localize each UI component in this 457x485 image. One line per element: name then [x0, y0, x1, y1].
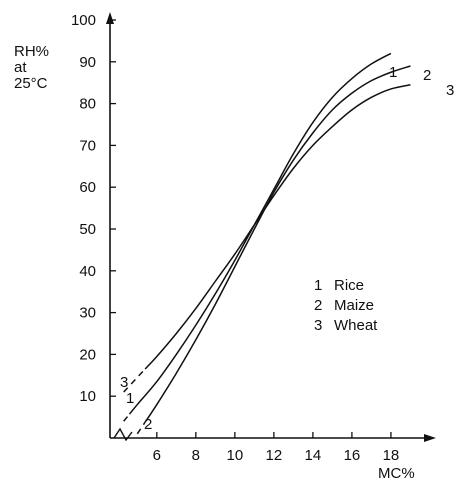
y-tick-label: 60	[79, 179, 96, 196]
y-axis-arrow	[106, 12, 114, 24]
axes	[106, 12, 436, 442]
y-tick-label: 10	[79, 388, 96, 405]
legend-entry-wheat: 3 Wheat	[314, 317, 378, 334]
legend-label: Maize	[334, 297, 374, 314]
x-tick-label: 8	[192, 447, 200, 464]
y-tick-label: 30	[79, 305, 96, 322]
y-tick-label: 90	[79, 54, 96, 71]
y-tick-label: 40	[79, 263, 96, 280]
curve-wheat	[144, 84, 411, 370]
legend-label: Rice	[334, 277, 364, 294]
y-tick-label: 100	[71, 12, 96, 29]
x-tick-label: 14	[305, 447, 322, 464]
legend: 1 Rice 2 Maize 3 Wheat	[314, 277, 378, 334]
curve-label-wheat: 3	[120, 374, 128, 391]
curve-label-rice: 1	[389, 64, 397, 81]
y-axis-title-line-2: at	[14, 59, 27, 76]
x-tick-label: 18	[383, 447, 400, 464]
y-tick-label: 70	[79, 137, 96, 154]
x-axis-break-mark	[113, 427, 133, 442]
y-axis-title-line-1: RH%	[14, 43, 49, 60]
x-ticks: 6 8 10 12 14 16 18	[153, 432, 400, 464]
curve-maize	[144, 65, 411, 423]
curve-rice	[128, 52, 392, 415]
y-axis-title: RH% at 25°C	[14, 43, 49, 92]
curve-label-maize: 2	[144, 416, 152, 433]
y-tick-label: 50	[79, 221, 96, 238]
legend-entry-maize: 2 Maize	[314, 297, 374, 314]
curve-rice-dashed	[123, 413, 131, 422]
curves	[123, 52, 411, 435]
y-tick-label: 80	[79, 96, 96, 113]
x-tick-label: 12	[266, 447, 283, 464]
legend-number: 2	[314, 297, 322, 314]
y-axis-title-line-3: 25°C	[14, 75, 48, 92]
curve-label-rice: 1	[126, 390, 134, 407]
y-ticks: 10 20 30 40 50 60 70 80 90 100	[71, 12, 116, 405]
x-tick-label: 16	[344, 447, 361, 464]
legend-label: Wheat	[334, 317, 378, 334]
curve-maize-dashed	[136, 421, 146, 435]
legend-entry-rice: 1 Rice	[314, 277, 364, 294]
legend-number: 1	[314, 277, 322, 294]
legend-number: 3	[314, 317, 322, 334]
x-tick-label: 6	[153, 447, 161, 464]
curve-label-wheat: 3	[446, 82, 454, 99]
y-tick-label: 20	[79, 346, 96, 363]
x-tick-label: 10	[227, 447, 244, 464]
x-axis-arrow	[424, 434, 436, 442]
curve-label-maize: 2	[423, 67, 431, 84]
curve-wheat-dashed	[123, 368, 146, 393]
x-axis-title: MC%	[378, 465, 415, 482]
